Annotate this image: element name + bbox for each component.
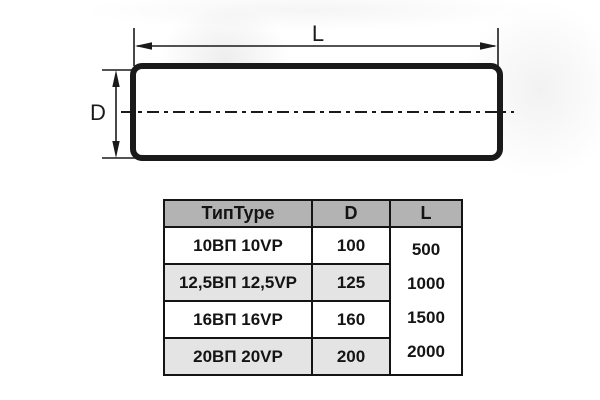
table-row: 20ВП 20VP 200 <box>163 337 462 376</box>
spec-table: ТипType D L 10ВП 10VP 100 500 1000 1500 … <box>163 199 463 376</box>
header-l: L <box>389 199 463 228</box>
d-cell: 160 <box>311 300 391 339</box>
table-header-row: ТипType D L <box>163 199 463 228</box>
duct-diagram: L D <box>90 21 514 161</box>
type-cell: 16ВП 16VP <box>163 300 313 339</box>
header-type: ТипType <box>163 199 313 228</box>
table-row: 10ВП 10VP 100 500 1000 1500 2000 <box>163 226 463 376</box>
arrowhead-right-icon <box>480 42 497 50</box>
table-row: 12,5ВП 12,5VP 125 <box>163 263 462 302</box>
header-d: D <box>311 199 391 228</box>
l-merged-cell: 500 1000 1500 2000 <box>389 226 463 376</box>
type-cell: 12,5ВП 12,5VP <box>163 263 313 302</box>
l-value: 2000 <box>407 342 445 361</box>
d-cell: 200 <box>311 337 391 376</box>
table-row: 16ВП 16VP 160 <box>163 300 462 339</box>
arrowhead-down-icon <box>112 141 120 158</box>
type-cell: 20ВП 20VP <box>163 337 313 376</box>
length-label: L <box>312 21 324 46</box>
diameter-label: D <box>90 100 106 125</box>
arrowhead-up-icon <box>112 70 120 87</box>
l-value: 1500 <box>407 308 445 327</box>
l-value: 500 <box>411 240 441 259</box>
l-value: 1000 <box>407 274 445 293</box>
d-cell: 125 <box>311 263 391 302</box>
type-cell: 10ВП 10VP <box>163 226 313 265</box>
arrowhead-left-icon <box>135 42 152 50</box>
d-cell: 100 <box>311 226 391 265</box>
